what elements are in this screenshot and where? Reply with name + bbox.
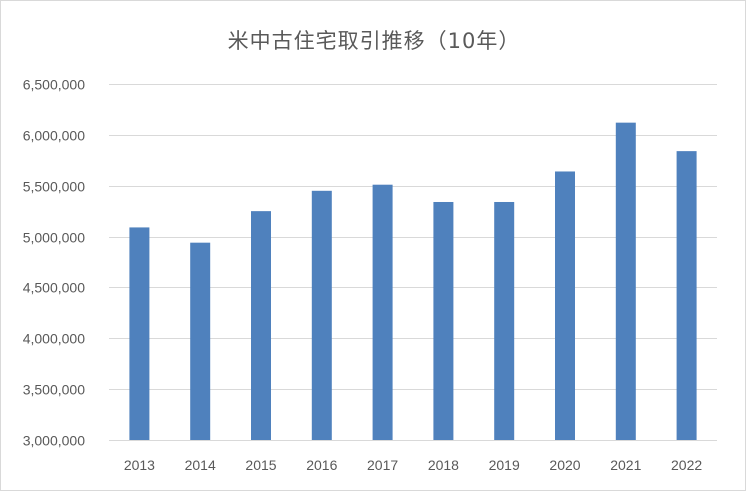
chart-title: 米中古住宅取引推移（10年） (227, 29, 521, 53)
bar-2017 (372, 184, 393, 440)
bar-2022 (676, 151, 697, 441)
bar-2015 (251, 211, 271, 440)
y-axis-ticks: 3,000,000 3,500,000 4,000,000 4,500,000 5,00… (23, 77, 85, 449)
y-tick-label: 5,000,000 (23, 230, 85, 246)
x-tick-label: 2016 (306, 457, 337, 473)
bar-2013 (129, 227, 150, 440)
y-tick-label: 6,500,000 (23, 77, 85, 93)
y-tick-label: 4,000,000 (23, 331, 85, 347)
x-tick-label: 2021 (610, 457, 641, 473)
bar-2020 (555, 171, 575, 440)
y-tick-label: 3,500,000 (23, 382, 85, 398)
bars (129, 122, 697, 441)
y-tick-label: 6,000,000 (23, 128, 85, 144)
x-tick-label: 2014 (185, 457, 216, 473)
bar-2014 (190, 242, 211, 440)
y-tick-label: 5,500,000 (23, 179, 85, 195)
x-tick-label: 2019 (489, 457, 520, 473)
x-tick-label: 2017 (367, 457, 398, 473)
x-tick-label: 2020 (549, 457, 580, 473)
x-axis-ticks: 2013 2014 2015 2016 2017 2018 2019 2020 2021 2022 (124, 457, 703, 473)
x-tick-label: 2018 (428, 457, 459, 473)
gridlines (109, 84, 717, 441)
x-tick-label: 2015 (245, 457, 276, 473)
bar-2016 (311, 190, 332, 440)
bar-2021 (615, 122, 636, 440)
x-tick-label: 2022 (671, 457, 702, 473)
x-tick-label: 2013 (124, 457, 155, 473)
y-tick-label: 4,500,000 (23, 280, 85, 296)
bar-2018 (433, 201, 454, 440)
bar-2019 (494, 201, 515, 440)
y-tick-label: 3,000,000 (23, 433, 85, 449)
